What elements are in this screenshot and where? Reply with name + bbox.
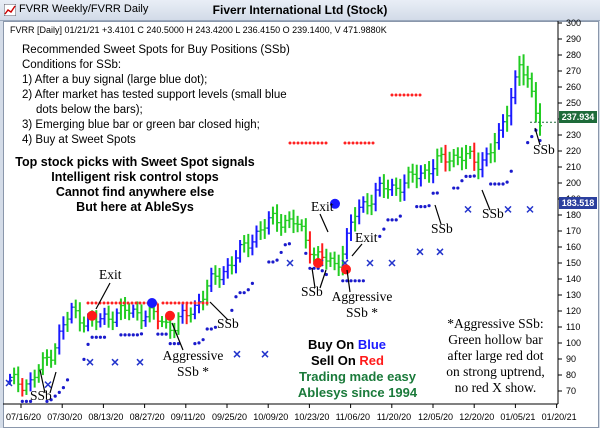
promo-line-2: Intelligent risk control stops	[51, 170, 219, 184]
condition-3: 3) Emerging blue bar or green bar closed…	[22, 119, 260, 131]
x-tick-label: 01/05/21	[500, 412, 536, 422]
y-tick-label: 170	[566, 226, 582, 236]
condition-4: 4) Buy at Sweet Spots	[22, 134, 136, 146]
tagline-2: Ablesys since 1994	[297, 385, 418, 400]
ssb-label-1: SSb	[30, 388, 52, 403]
sell-on-red: Sell On Red	[311, 353, 384, 368]
stop-price-label: 183.518	[559, 197, 597, 209]
price-chart[interactable]	[3, 21, 597, 426]
y-tick-label: 210	[566, 162, 582, 172]
x-tick-label: 08/27/20	[129, 412, 165, 422]
ssb-label-3: SSb	[301, 284, 323, 299]
y-tick-label: 230	[566, 130, 582, 140]
ssb-label-4: SSb	[431, 221, 453, 236]
aggressive-ssb-2-line1: Aggressive	[331, 289, 393, 304]
footnote-line-2: Green hollow bar	[448, 332, 543, 347]
y-tick-label: 300	[566, 18, 582, 28]
y-tick-label: 70	[566, 386, 577, 396]
y-tick-label: 220	[566, 146, 582, 156]
footnote-line-3: after large red dot	[447, 348, 544, 363]
y-tick-label: 280	[566, 50, 582, 60]
y-tick-label: 140	[566, 274, 582, 284]
y-tick-label: 90	[566, 354, 577, 364]
x-tick-label: 11/20/20	[376, 412, 412, 422]
condition-2-cont: dots below the bars);	[36, 104, 143, 116]
x-tick-label: 07/30/20	[47, 412, 83, 422]
y-tick-label: 130	[566, 290, 582, 300]
promo-line-4: But here at AbleSys	[76, 200, 194, 214]
ssb-label-5: SSb	[482, 206, 504, 221]
conditions-heading: Conditions for SSb:	[22, 59, 122, 71]
bar-info-line: FVRR [Daily] 01/21/21 +3.4101 C 240.5000…	[10, 25, 387, 35]
exit-label-1: Exit	[99, 267, 122, 282]
buy-on-blue: Buy On Blue	[308, 337, 387, 352]
condition-1: 1) After a buy signal (large blue dot);	[22, 74, 208, 86]
y-tick-label: 150	[566, 258, 582, 268]
x-tick-label: 07/16/20	[6, 412, 42, 422]
chart-app-icon	[4, 4, 16, 16]
chart-title: Fiverr International Ltd (Stock)	[212, 3, 388, 17]
window-titlebar: FVRR Weekly/FVRR Daily Fiverr Internatio…	[0, 0, 600, 21]
x-tick-label: 12/05/20	[418, 412, 454, 422]
tagline-1: Trading made easy	[298, 369, 417, 384]
y-tick-label: 80	[566, 370, 577, 380]
y-tick-label: 250	[566, 98, 582, 108]
condition-2: 2) After market has tested support level…	[22, 89, 287, 101]
promo-line-3: Cannot find anywhere else	[55, 185, 215, 199]
y-tick-label: 180	[566, 210, 582, 220]
x-tick-label: 08/13/20	[88, 412, 124, 422]
recommendation-heading: Recommended Sweet Spots for Buy Position…	[22, 44, 290, 56]
footnote-line-5: no red X show.	[454, 380, 537, 395]
x-tick-label: 09/25/20	[212, 412, 248, 422]
y-tick-label: 260	[566, 82, 582, 92]
exit-label-2: Exit	[311, 199, 334, 214]
y-tick-label: 100	[566, 338, 582, 348]
exit-label-3: Exit	[355, 230, 378, 245]
x-tick-label: 11/06/20	[335, 412, 370, 422]
y-tick-label: 120	[566, 306, 582, 316]
y-tick-label: 160	[566, 242, 582, 252]
x-tick-label: 12/20/20	[459, 412, 495, 422]
x-tick-label: 10/23/20	[294, 412, 330, 422]
y-tick-label: 110	[566, 322, 581, 332]
x-tick-label: 09/11/20	[170, 412, 206, 422]
y-tick-label: 200	[566, 178, 582, 188]
x-tick-label: 01/20/21	[541, 412, 577, 422]
y-tick-label: 270	[566, 66, 582, 76]
ssb-label-6: SSb	[533, 142, 555, 157]
y-tick-label: 290	[566, 34, 582, 44]
aggressive-ssb-1-line1: Aggressive	[162, 348, 224, 363]
promo-line-1: Top stock picks with Sweet Spot signals	[15, 155, 255, 169]
window-title: FVRR Weekly/FVRR Daily	[19, 3, 149, 15]
footnote-line-4: on strong uptrend,	[446, 364, 545, 379]
ssb-label-2: SSb	[217, 316, 239, 331]
aggressive-ssb-2-line2: SSb *	[346, 305, 378, 320]
footnote-line-1: *Aggressive SSb:	[447, 316, 544, 331]
current-price-label: 237.934	[559, 111, 597, 123]
aggressive-ssb-1-line2: SSb *	[177, 364, 209, 379]
x-tick-label: 10/09/20	[253, 412, 289, 422]
